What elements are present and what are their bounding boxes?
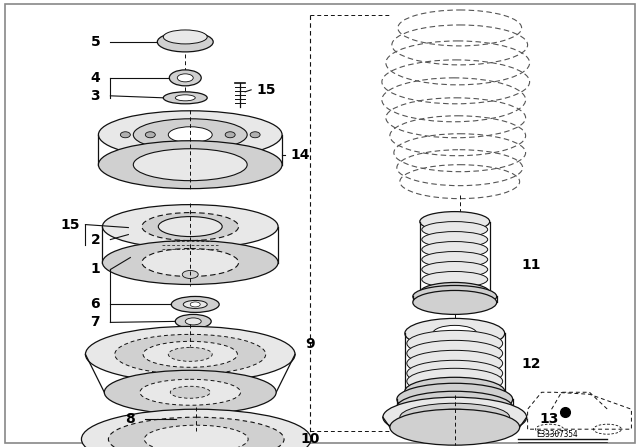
- Ellipse shape: [104, 370, 276, 414]
- Text: 12: 12: [522, 358, 541, 371]
- Ellipse shape: [420, 211, 490, 232]
- Ellipse shape: [397, 383, 513, 415]
- Ellipse shape: [168, 127, 212, 143]
- Ellipse shape: [422, 271, 488, 288]
- Text: 14: 14: [291, 148, 310, 162]
- Ellipse shape: [407, 360, 502, 386]
- Text: 4: 4: [90, 71, 100, 85]
- Ellipse shape: [405, 377, 505, 405]
- Ellipse shape: [177, 74, 193, 82]
- Ellipse shape: [157, 32, 213, 52]
- Ellipse shape: [142, 249, 239, 276]
- Ellipse shape: [238, 223, 258, 233]
- Ellipse shape: [145, 425, 248, 448]
- Ellipse shape: [99, 141, 282, 189]
- Text: 6: 6: [91, 297, 100, 311]
- Ellipse shape: [168, 347, 212, 362]
- Ellipse shape: [407, 368, 502, 394]
- Ellipse shape: [422, 222, 488, 237]
- Ellipse shape: [400, 403, 509, 431]
- Ellipse shape: [140, 379, 241, 405]
- Ellipse shape: [115, 334, 266, 374]
- Ellipse shape: [158, 216, 222, 237]
- Ellipse shape: [81, 409, 311, 448]
- Ellipse shape: [225, 132, 235, 138]
- Text: 11: 11: [522, 258, 541, 271]
- Ellipse shape: [390, 409, 520, 445]
- Ellipse shape: [120, 132, 131, 138]
- Ellipse shape: [420, 283, 490, 302]
- Ellipse shape: [172, 297, 219, 312]
- Ellipse shape: [145, 132, 156, 138]
- Ellipse shape: [422, 241, 488, 258]
- Ellipse shape: [413, 285, 497, 307]
- Text: 9: 9: [305, 337, 315, 351]
- Ellipse shape: [383, 397, 527, 437]
- Ellipse shape: [102, 241, 278, 284]
- Ellipse shape: [190, 302, 200, 307]
- Text: 3: 3: [91, 89, 100, 103]
- Text: 13: 13: [540, 412, 559, 426]
- Ellipse shape: [102, 205, 278, 249]
- Ellipse shape: [170, 70, 201, 86]
- Text: 15: 15: [257, 83, 276, 97]
- Ellipse shape: [405, 319, 505, 349]
- Ellipse shape: [133, 149, 247, 181]
- Ellipse shape: [407, 330, 502, 356]
- Ellipse shape: [433, 325, 477, 341]
- Ellipse shape: [133, 119, 247, 151]
- Ellipse shape: [108, 417, 284, 448]
- Ellipse shape: [413, 290, 497, 314]
- Ellipse shape: [175, 95, 195, 101]
- Text: 10: 10: [300, 432, 320, 446]
- Ellipse shape: [170, 386, 210, 398]
- Ellipse shape: [163, 92, 207, 104]
- Ellipse shape: [422, 262, 488, 277]
- Ellipse shape: [182, 271, 198, 279]
- Ellipse shape: [397, 391, 513, 423]
- Ellipse shape: [184, 416, 196, 422]
- Ellipse shape: [250, 132, 260, 138]
- Ellipse shape: [183, 301, 207, 308]
- Text: 1: 1: [90, 263, 100, 276]
- Text: 15: 15: [61, 218, 80, 232]
- Ellipse shape: [129, 222, 152, 233]
- Ellipse shape: [422, 232, 488, 248]
- Text: 5: 5: [90, 35, 100, 49]
- Ellipse shape: [99, 111, 282, 159]
- Ellipse shape: [407, 340, 502, 366]
- Ellipse shape: [185, 318, 201, 325]
- Ellipse shape: [163, 30, 207, 44]
- Ellipse shape: [143, 341, 237, 367]
- Ellipse shape: [135, 224, 145, 231]
- Text: 7: 7: [91, 315, 100, 329]
- Ellipse shape: [407, 350, 502, 376]
- Ellipse shape: [142, 213, 239, 241]
- Text: E33307354: E33307354: [537, 430, 579, 439]
- Ellipse shape: [175, 314, 211, 328]
- Text: 8: 8: [125, 412, 135, 426]
- Ellipse shape: [422, 251, 488, 267]
- Ellipse shape: [86, 327, 295, 382]
- Text: 2: 2: [90, 233, 100, 246]
- Ellipse shape: [176, 413, 204, 425]
- Ellipse shape: [427, 409, 483, 425]
